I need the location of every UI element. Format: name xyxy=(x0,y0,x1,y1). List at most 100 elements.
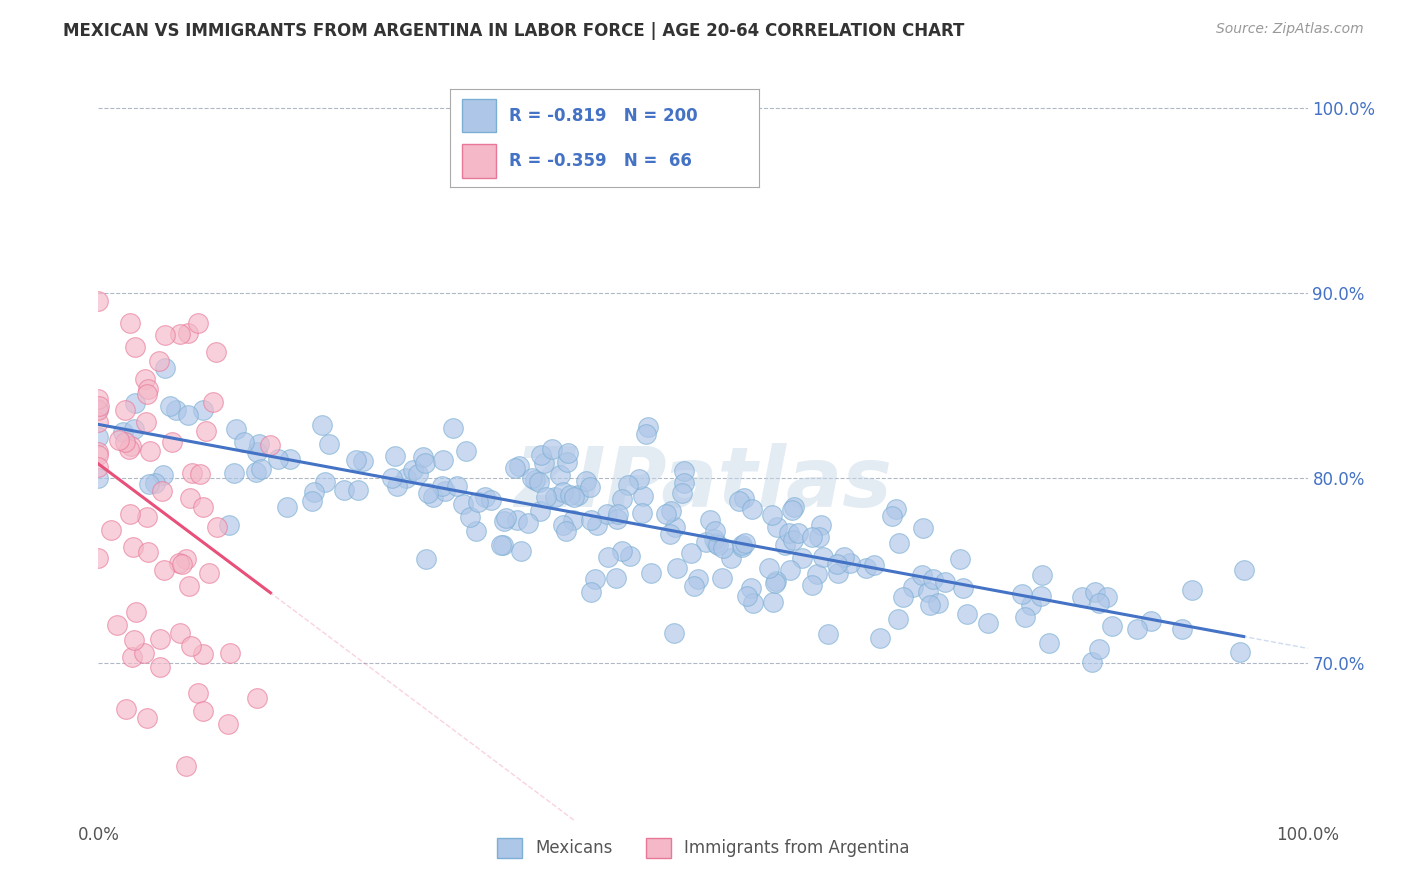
Point xyxy=(616,478,638,492)
Point xyxy=(606,512,628,526)
Point xyxy=(453,497,475,511)
Point xyxy=(122,422,145,436)
Point xyxy=(855,561,877,575)
Point xyxy=(825,557,848,571)
Point xyxy=(222,467,245,481)
Point xyxy=(118,442,141,457)
Point xyxy=(527,475,550,490)
Point xyxy=(135,386,157,401)
Point xyxy=(596,508,619,522)
Point xyxy=(673,476,696,491)
Point xyxy=(124,340,146,354)
Point xyxy=(681,545,703,559)
Point xyxy=(733,491,755,505)
Point xyxy=(159,399,181,413)
Point xyxy=(217,717,239,731)
Point xyxy=(558,488,581,502)
Point xyxy=(911,568,934,582)
Point xyxy=(121,540,143,554)
Point xyxy=(834,550,856,565)
Point xyxy=(503,461,526,475)
Point xyxy=(120,316,142,330)
Point xyxy=(134,646,156,660)
Point xyxy=(246,444,269,458)
Point xyxy=(862,558,884,572)
Point xyxy=(432,478,454,492)
Point xyxy=(811,549,834,564)
Point xyxy=(120,439,142,453)
Point xyxy=(506,513,529,527)
Point xyxy=(567,488,589,502)
Point xyxy=(153,327,176,342)
Point xyxy=(416,486,439,500)
Point xyxy=(548,467,571,482)
Point xyxy=(952,581,974,595)
Point xyxy=(149,632,172,646)
Point xyxy=(704,535,727,549)
Point xyxy=(401,463,423,477)
Point xyxy=(1180,582,1202,597)
Point xyxy=(529,448,551,462)
Point xyxy=(586,518,609,533)
Point xyxy=(136,711,159,725)
Point xyxy=(218,646,240,660)
Point xyxy=(672,464,695,478)
Point xyxy=(100,523,122,537)
Point xyxy=(703,533,725,547)
Point xyxy=(180,639,202,653)
Point xyxy=(662,626,685,640)
Point xyxy=(160,435,183,450)
Point xyxy=(492,514,515,528)
Point xyxy=(704,524,727,538)
Point xyxy=(139,443,162,458)
Point xyxy=(124,395,146,409)
Point xyxy=(177,579,200,593)
Point xyxy=(976,616,998,631)
Point xyxy=(422,490,444,504)
Point xyxy=(246,690,269,705)
Point xyxy=(205,344,228,359)
Point xyxy=(406,467,429,482)
Text: Source: ZipAtlas.com: Source: ZipAtlas.com xyxy=(1216,22,1364,37)
Point xyxy=(492,538,515,552)
Point xyxy=(191,500,214,514)
Point xyxy=(917,585,939,599)
Point xyxy=(87,551,110,566)
Point xyxy=(87,430,110,444)
Point xyxy=(278,452,301,467)
Point xyxy=(666,561,689,575)
Point xyxy=(187,316,209,330)
Point xyxy=(720,551,742,566)
Point xyxy=(143,475,166,490)
Point xyxy=(1029,589,1052,603)
Point xyxy=(562,490,585,504)
Point xyxy=(138,477,160,491)
Point xyxy=(893,590,915,604)
Point xyxy=(495,511,517,525)
Point xyxy=(259,438,281,452)
Point xyxy=(191,647,214,661)
Point xyxy=(1088,641,1111,656)
Text: MEXICAN VS IMMIGRANTS FROM ARGENTINA IN LABOR FORCE | AGE 20-64 CORRELATION CHAR: MEXICAN VS IMMIGRANTS FROM ARGENTINA IN … xyxy=(63,22,965,40)
Point xyxy=(544,490,567,504)
Point xyxy=(761,508,783,522)
Point xyxy=(903,580,925,594)
Point xyxy=(655,507,678,521)
Point xyxy=(682,579,704,593)
Legend: Mexicans, Immigrants from Argentina: Mexicans, Immigrants from Argentina xyxy=(489,831,917,864)
Point xyxy=(612,491,634,506)
Point xyxy=(87,402,110,417)
Point xyxy=(640,566,662,581)
Point xyxy=(1038,635,1060,649)
Point xyxy=(1097,590,1119,604)
Point xyxy=(134,372,156,386)
Point xyxy=(167,556,190,570)
Point xyxy=(385,478,408,492)
Point xyxy=(956,607,979,621)
Point xyxy=(187,686,209,700)
Text: R = -0.359   N =  66: R = -0.359 N = 66 xyxy=(509,152,692,169)
Point xyxy=(1031,568,1053,582)
Point xyxy=(508,458,530,473)
Point xyxy=(734,536,756,550)
Point xyxy=(637,419,659,434)
